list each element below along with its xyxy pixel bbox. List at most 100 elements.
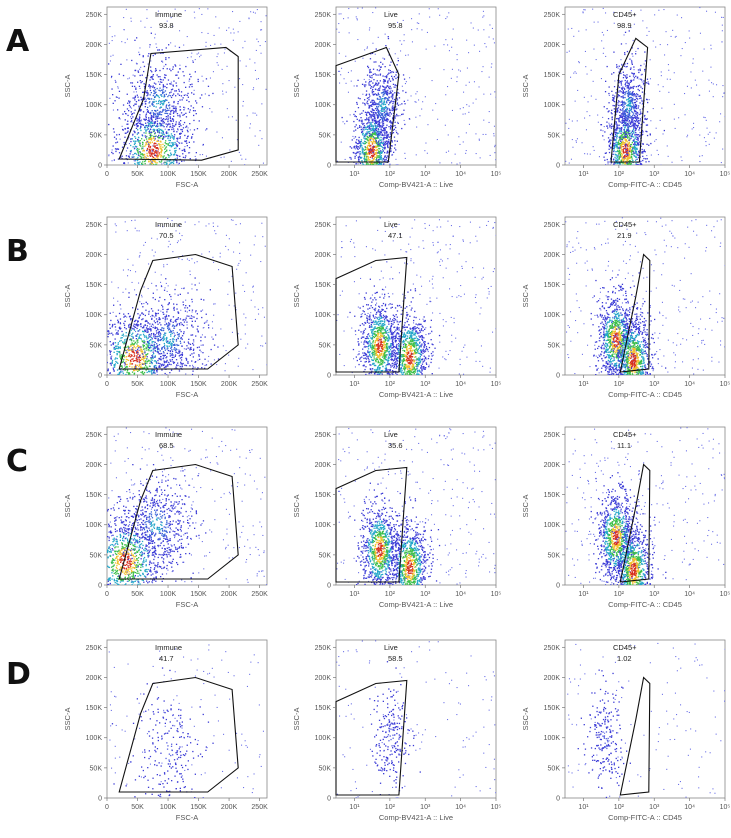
scatter-point: [182, 114, 184, 116]
scatter-point: [416, 28, 418, 30]
scatter-point: [403, 100, 405, 102]
scatter-point: [159, 81, 162, 83]
scatter-point: [132, 154, 134, 156]
scatter-point: [376, 121, 378, 123]
scatter-point: [401, 43, 403, 45]
scatter-point: [163, 109, 165, 111]
scatter-point: [149, 141, 151, 143]
scatter-point: [614, 128, 616, 131]
scatter-point: [364, 160, 366, 162]
scatter-point: [160, 147, 162, 150]
scatter-point: [179, 109, 182, 111]
scatter-point: [624, 119, 626, 121]
scatter-point: [644, 114, 646, 117]
scatter-point: [135, 146, 137, 148]
scatter-point: [382, 124, 385, 126]
scatter-point: [371, 169, 372, 170]
scatter-point: [617, 141, 620, 143]
scatter-point: [641, 79, 643, 81]
scatter-point: [635, 132, 637, 134]
scatter-point: [371, 162, 373, 165]
scatter-point: [622, 102, 624, 104]
scatter-point: [152, 129, 154, 131]
scatter-point: [617, 107, 620, 109]
scatter-point: [617, 149, 619, 151]
scatter-point: [173, 115, 175, 117]
scatter-point: [494, 91, 496, 93]
scatter-point: [624, 110, 626, 112]
scatter-point: [370, 101, 372, 103]
scatter-point: [133, 168, 134, 169]
scatter-point: [165, 135, 167, 137]
scatter-point: [374, 131, 376, 133]
scatter-point: [632, 159, 634, 162]
scatter-point: [162, 138, 164, 140]
scatter-point: [363, 172, 364, 173]
scatter-point: [387, 141, 389, 143]
scatter-point: [145, 113, 147, 116]
scatter-point: [159, 204, 160, 205]
scatter-point: [366, 122, 369, 124]
scatter-point: [620, 84, 623, 86]
scatter-point: [157, 115, 159, 117]
scatter-point: [631, 101, 633, 103]
scatter-point: [150, 113, 152, 115]
scatter-point: [179, 68, 181, 70]
scatter-point: [358, 152, 360, 154]
scatter-point: [624, 126, 626, 128]
scatter-point: [153, 116, 155, 118]
scatter-point: [124, 128, 126, 130]
scatter-point: [374, 93, 376, 95]
scatter-point: [363, 177, 364, 178]
scatter-point: [204, 93, 206, 95]
scatter-point: [382, 75, 384, 77]
scatter-point: [364, 119, 366, 121]
scatter-point: [608, 148, 610, 150]
scatter-point: [145, 142, 147, 144]
scatter-point: [145, 197, 146, 198]
scatter-point: [606, 65, 608, 68]
scatter-point: [621, 156, 623, 158]
scatter-point: [366, 102, 368, 104]
scatter-point: [624, 158, 627, 160]
scatter-point: [130, 183, 131, 184]
scatter-point: [169, 92, 171, 94]
scatter-point: [391, 106, 393, 108]
scatter-point: [618, 119, 620, 121]
scatter-point: [391, 71, 393, 73]
scatter-point: [142, 145, 144, 147]
scatter-point: [363, 154, 365, 156]
scatter-point: [162, 186, 163, 187]
scatter-point: [156, 94, 158, 96]
scatter-point: [618, 147, 620, 149]
scatter-point: [373, 85, 375, 87]
scatter-point: [637, 142, 639, 145]
scatter-point: [147, 171, 148, 172]
scatter-point: [387, 145, 389, 148]
scatter-point: [118, 133, 120, 136]
scatter-point: [366, 47, 368, 49]
scatter-point: [183, 75, 185, 77]
scatter-point: [377, 145, 379, 148]
scatter-point: [172, 143, 174, 146]
scatter-point: [367, 103, 369, 105]
scatter-point: [365, 180, 366, 181]
scatter-point: [159, 123, 161, 125]
scatter-point: [379, 118, 381, 121]
scatter-point: [127, 162, 129, 164]
scatter-point: [407, 54, 409, 56]
scatter-point: [376, 137, 378, 139]
scatter-point: [364, 137, 366, 139]
scatter-point: [183, 44, 185, 46]
scatter-point: [155, 106, 157, 108]
scatter-point: [139, 122, 141, 125]
scatter-point: [134, 99, 136, 101]
scatter-point: [626, 118, 628, 120]
scatter-point: [157, 102, 160, 105]
scatter-point: [386, 93, 388, 95]
scatter-point: [146, 9, 148, 11]
scatter-point: [485, 133, 487, 135]
scatter-point: [392, 129, 395, 131]
scatter-point: [365, 90, 368, 92]
scatter-point: [162, 130, 164, 133]
